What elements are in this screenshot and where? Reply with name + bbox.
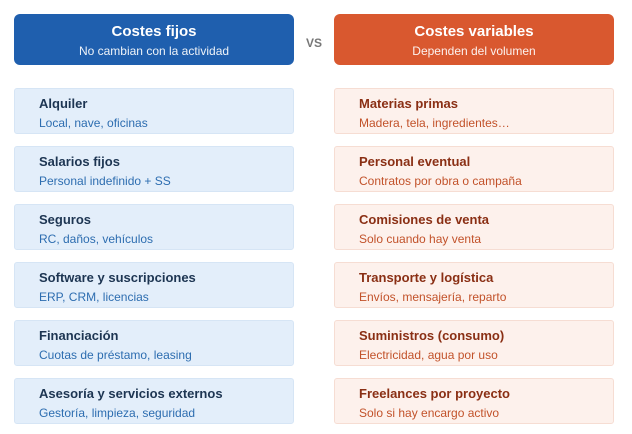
cost-item: Personal eventual Contratos por obra o ca… <box>334 146 614 192</box>
item-detail: Electricidad, agua por uso <box>359 348 498 362</box>
item-detail: Personal indefinido + SS <box>39 174 171 188</box>
cost-item: Materias primas Madera, tela, ingrediente… <box>334 88 614 134</box>
cost-item: Freelances por proyecto Solo si hay encar… <box>334 378 614 424</box>
item-title: Personal eventual <box>359 154 471 169</box>
item-detail: Cuotas de préstamo, leasing <box>39 348 192 362</box>
cost-item: Software y suscripciones ERP, CRM, licenc… <box>14 262 294 308</box>
cost-item: Suministros (consumo) Electricidad, agua … <box>334 320 614 366</box>
header-title: Costes fijos <box>111 23 197 40</box>
item-detail: Solo cuando hay venta <box>359 232 482 246</box>
cost-item: Transporte y logística Envíos, mensajería… <box>334 262 614 308</box>
item-detail: ERP, CRM, licencias <box>39 290 149 304</box>
item-title: Transporte y logística <box>359 270 494 285</box>
vs-label: VS <box>305 36 322 50</box>
item-title: Freelances por proyecto <box>359 386 510 401</box>
item-detail: Gestoría, limpieza, seguridad <box>39 406 196 420</box>
item-title: Suministros (consumo) <box>359 328 505 343</box>
item-title: Financiación <box>39 328 119 343</box>
cost-item: Comisiones de venta Solo cuando hay venta <box>334 204 614 250</box>
item-title: Seguros <box>39 212 92 227</box>
cost-item: Seguros RC, daños, vehículos <box>14 204 294 250</box>
item-title: Software y suscripciones <box>39 270 196 285</box>
item-detail: Madera, tela, ingredientes… <box>359 116 510 130</box>
item-detail: Contratos por obra o campaña <box>359 174 522 188</box>
header-subtitle: No cambian con la actividad <box>78 44 230 58</box>
item-title: Asesoría y servicios externos <box>39 386 223 401</box>
item-title: Comisiones de venta <box>359 212 490 227</box>
cost-item: Alquiler Local, nave, oficinas <box>14 88 294 134</box>
header-subtitle: Dependen del volumen <box>412 44 536 58</box>
item-title: Salarios fijos <box>39 154 120 169</box>
item-title: Alquiler <box>39 96 88 111</box>
item-detail: RC, daños, vehículos <box>39 232 154 246</box>
cost-item: Financiación Cuotas de préstamo, leasing <box>14 320 294 366</box>
header-title: Costes variables <box>414 23 534 40</box>
variable-costs-header: Costes variables Dependen del volumen <box>334 14 614 65</box>
item-detail: Local, nave, oficinas <box>39 116 148 130</box>
cost-item: Asesoría y servicios externos Gestoría, l… <box>14 378 294 424</box>
cost-item: Salarios fijos Personal indefinido + SS <box>14 146 294 192</box>
fixed-costs-header: Costes fijos No cambian con la actividad <box>14 14 294 65</box>
item-detail: Envíos, mensajería, reparto <box>359 290 507 304</box>
item-detail: Solo si hay encargo activo <box>359 406 500 420</box>
item-title: Materias primas <box>359 96 458 111</box>
